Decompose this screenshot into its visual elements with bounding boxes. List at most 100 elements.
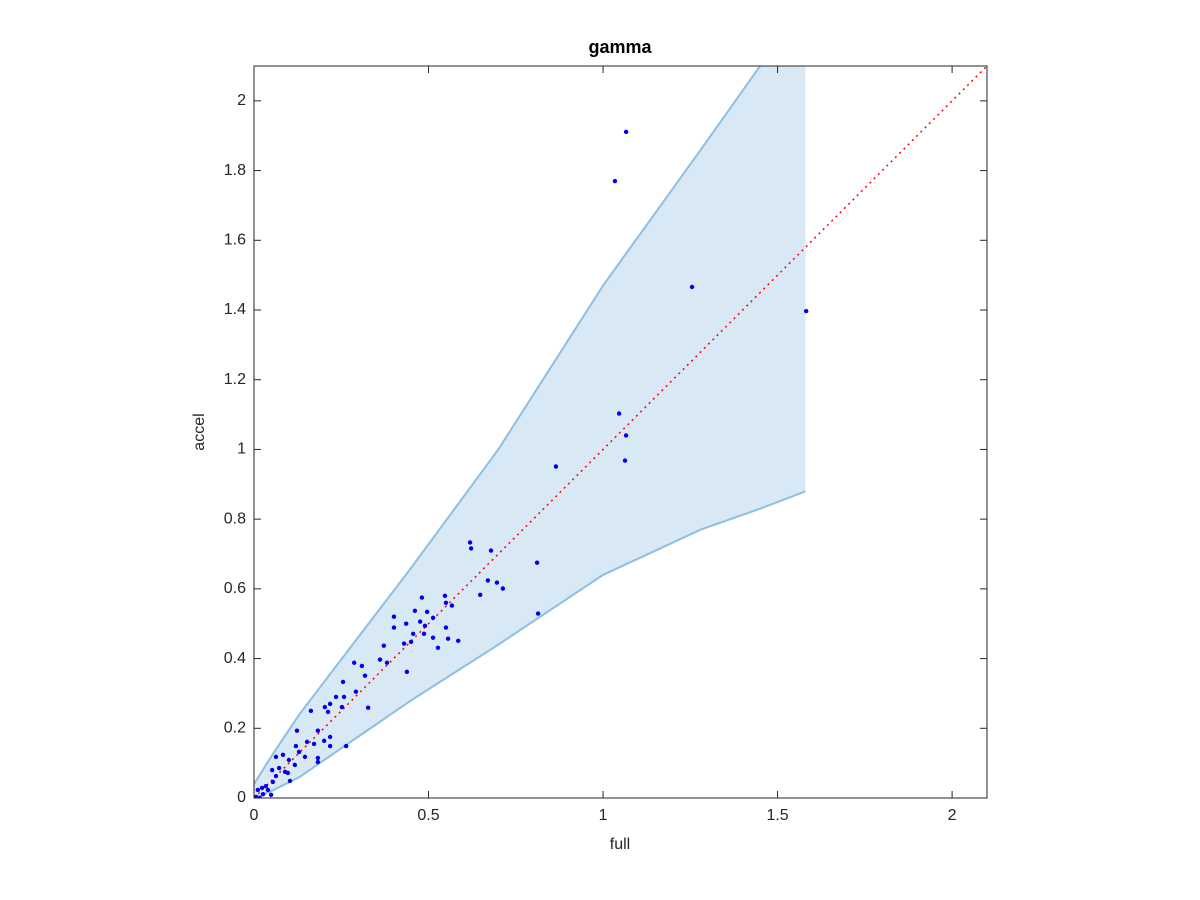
point — [391, 625, 397, 630]
point — [308, 708, 314, 714]
point — [304, 739, 310, 745]
point — [488, 548, 494, 553]
point — [327, 743, 333, 749]
point — [293, 743, 299, 749]
point — [500, 586, 506, 591]
point — [404, 669, 410, 675]
point — [273, 754, 279, 760]
point — [391, 614, 397, 619]
point — [485, 578, 491, 583]
point — [285, 770, 291, 776]
point — [412, 608, 418, 614]
point — [315, 759, 321, 765]
point — [327, 734, 333, 740]
point — [325, 709, 331, 715]
point — [296, 749, 302, 755]
point — [430, 615, 436, 620]
point — [477, 592, 483, 597]
point — [535, 611, 541, 616]
point — [255, 787, 261, 793]
y-tick-label: 1.6 — [224, 232, 246, 249]
point — [315, 755, 321, 761]
point — [468, 546, 474, 551]
x-tick-label: 2 — [948, 807, 957, 824]
point — [443, 600, 449, 605]
point — [362, 673, 368, 678]
point — [265, 787, 271, 793]
point — [287, 778, 293, 784]
point — [422, 623, 428, 629]
point — [343, 743, 349, 749]
point — [494, 580, 500, 585]
point — [403, 621, 409, 626]
band-upper — [254, 66, 762, 785]
point — [322, 704, 328, 710]
y-tick-label: 1.4 — [224, 301, 246, 318]
x-tick-label: 0.5 — [417, 807, 439, 824]
point — [803, 308, 809, 314]
x-axis-label: full — [610, 836, 630, 853]
band-lower — [254, 490, 806, 798]
point — [435, 645, 441, 650]
point — [327, 701, 333, 707]
point — [286, 757, 292, 763]
point — [442, 593, 448, 599]
x-tick-label: 1 — [599, 807, 608, 824]
x-tick-label: 0 — [250, 807, 259, 824]
point — [333, 694, 339, 700]
point — [263, 783, 269, 789]
point — [351, 660, 357, 665]
point — [421, 631, 427, 637]
y-tick-label: 1.2 — [224, 371, 246, 388]
point — [353, 689, 359, 694]
y-tick-label: 2 — [237, 92, 246, 109]
point — [410, 631, 416, 637]
point — [424, 609, 430, 615]
y-tick-label: 0.6 — [224, 580, 246, 597]
y-tick-label: 1.8 — [224, 162, 246, 179]
point — [616, 411, 622, 416]
reference-line — [254, 66, 987, 798]
point — [553, 464, 559, 469]
point — [280, 752, 286, 757]
band-area — [254, 66, 806, 798]
point — [384, 660, 390, 665]
point — [276, 765, 282, 771]
point — [315, 728, 321, 733]
y-tick-label: 0.8 — [224, 510, 246, 527]
point — [268, 792, 274, 798]
point — [302, 754, 308, 760]
plot-area — [254, 66, 987, 798]
point — [417, 619, 423, 624]
point — [623, 433, 629, 438]
point — [273, 773, 279, 779]
point — [445, 636, 451, 641]
point — [365, 705, 371, 710]
point — [270, 779, 276, 785]
y-tick-label: 0.2 — [224, 720, 246, 737]
point — [449, 603, 455, 608]
point — [359, 663, 365, 669]
point — [341, 694, 347, 700]
point — [455, 638, 461, 643]
y-tick-label: 1 — [237, 441, 246, 458]
point — [419, 595, 425, 600]
point — [254, 794, 259, 798]
y-tick-label: 0.4 — [224, 650, 246, 667]
point — [534, 560, 540, 565]
point — [257, 795, 263, 798]
point — [623, 129, 629, 135]
point — [340, 679, 346, 685]
point — [269, 767, 275, 773]
point — [381, 643, 387, 648]
axes-box — [253, 65, 988, 799]
x-tick-label: 1.5 — [766, 807, 788, 824]
point — [311, 741, 317, 747]
point — [622, 458, 628, 463]
point — [467, 540, 473, 545]
point — [260, 791, 266, 797]
point — [401, 641, 407, 646]
chart-title: gamma — [588, 37, 652, 57]
